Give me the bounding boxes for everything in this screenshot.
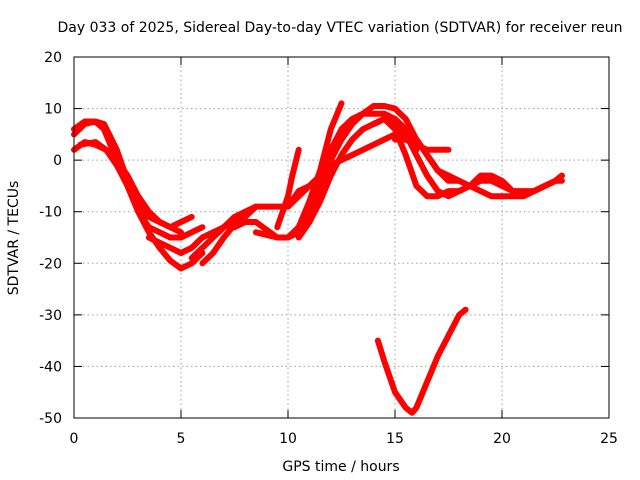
- x-tick-label: 20: [493, 431, 511, 447]
- y-tick-label: 10: [44, 102, 62, 118]
- y-tick-label: -10: [39, 205, 62, 221]
- chart-title: Day 033 of 2025, Sidereal Day-to-day VTE…: [57, 20, 622, 36]
- y-tick-label: 0: [53, 153, 62, 169]
- y-axis-label: SDTVAR / TECUs: [6, 181, 22, 296]
- series-line-pass-6: [188, 203, 259, 262]
- x-axis-label: GPS time / hours: [282, 459, 399, 475]
- series-lines: [71, 100, 565, 416]
- x-tick-label: 10: [279, 431, 297, 447]
- series-line-pass-9: [252, 110, 420, 241]
- y-tick-label: -50: [39, 411, 62, 427]
- y-tick-label: 20: [44, 50, 62, 66]
- series-line-pass-15: [374, 306, 469, 416]
- y-tick-label: -40: [39, 359, 62, 375]
- y-tick-label: -30: [39, 308, 62, 324]
- series-line-pass-4: [77, 139, 195, 231]
- x-tick-label: 0: [70, 431, 79, 447]
- x-tick-label: 25: [600, 431, 618, 447]
- y-tick-label: -20: [39, 256, 62, 272]
- axis-ticks: 0 5 10 15 20 25 -50 -40 -30 -20 -10 0 10 20: [39, 50, 618, 447]
- series-line-pass-3: [71, 118, 206, 241]
- series-line-pass-11: [274, 146, 302, 231]
- x-tick-label: 5: [177, 431, 186, 447]
- series-line-pass-14: [370, 115, 565, 200]
- x-tick-label: 15: [386, 431, 404, 447]
- plot-frame: [73, 56, 610, 419]
- series-line-pass-16: [392, 136, 452, 153]
